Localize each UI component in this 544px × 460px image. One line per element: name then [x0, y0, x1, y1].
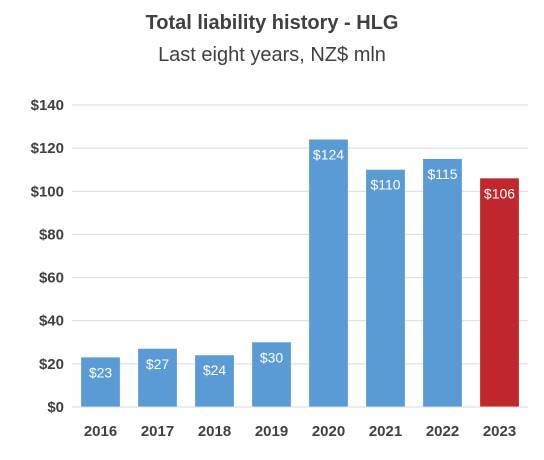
- bar: [423, 158, 462, 407]
- y-tick-label: $40: [39, 313, 64, 330]
- bar: [81, 357, 120, 407]
- x-tick-label: 2022: [426, 423, 459, 440]
- data-label: $23: [89, 364, 113, 380]
- y-tick-label: $20: [39, 356, 64, 373]
- x-tick-label: 2016: [84, 423, 117, 440]
- bar: [366, 169, 405, 407]
- data-label: $27: [146, 356, 170, 372]
- chart-title: Total liability history - HLG: [145, 12, 399, 34]
- data-label: $106: [484, 185, 515, 201]
- x-tick-label: 2023: [483, 423, 516, 440]
- x-tick-label: 2018: [198, 423, 231, 440]
- x-tick-label: 2019: [255, 423, 288, 440]
- y-tick-label: $120: [31, 140, 64, 157]
- y-tick-label: $60: [39, 270, 64, 287]
- data-label: $124: [313, 147, 344, 163]
- data-label: $30: [260, 349, 284, 365]
- bar: [252, 342, 291, 407]
- bar: [195, 355, 234, 407]
- y-tick-label: $140: [31, 97, 64, 114]
- y-tick-label: $100: [31, 183, 64, 200]
- data-label: $115: [427, 166, 457, 182]
- chart-subtitle: Last eight years, NZ$ mln: [158, 44, 386, 66]
- bar: [480, 178, 519, 407]
- bar: [309, 139, 348, 407]
- bar: [138, 348, 177, 407]
- data-label: $110: [370, 177, 400, 193]
- data-label: $24: [203, 362, 227, 378]
- y-tick-label: $0: [47, 399, 64, 416]
- x-tick-label: 2021: [369, 423, 402, 440]
- y-tick-label: $80: [39, 226, 64, 243]
- x-tick-label: 2017: [141, 423, 174, 440]
- x-tick-label: 2020: [312, 423, 345, 440]
